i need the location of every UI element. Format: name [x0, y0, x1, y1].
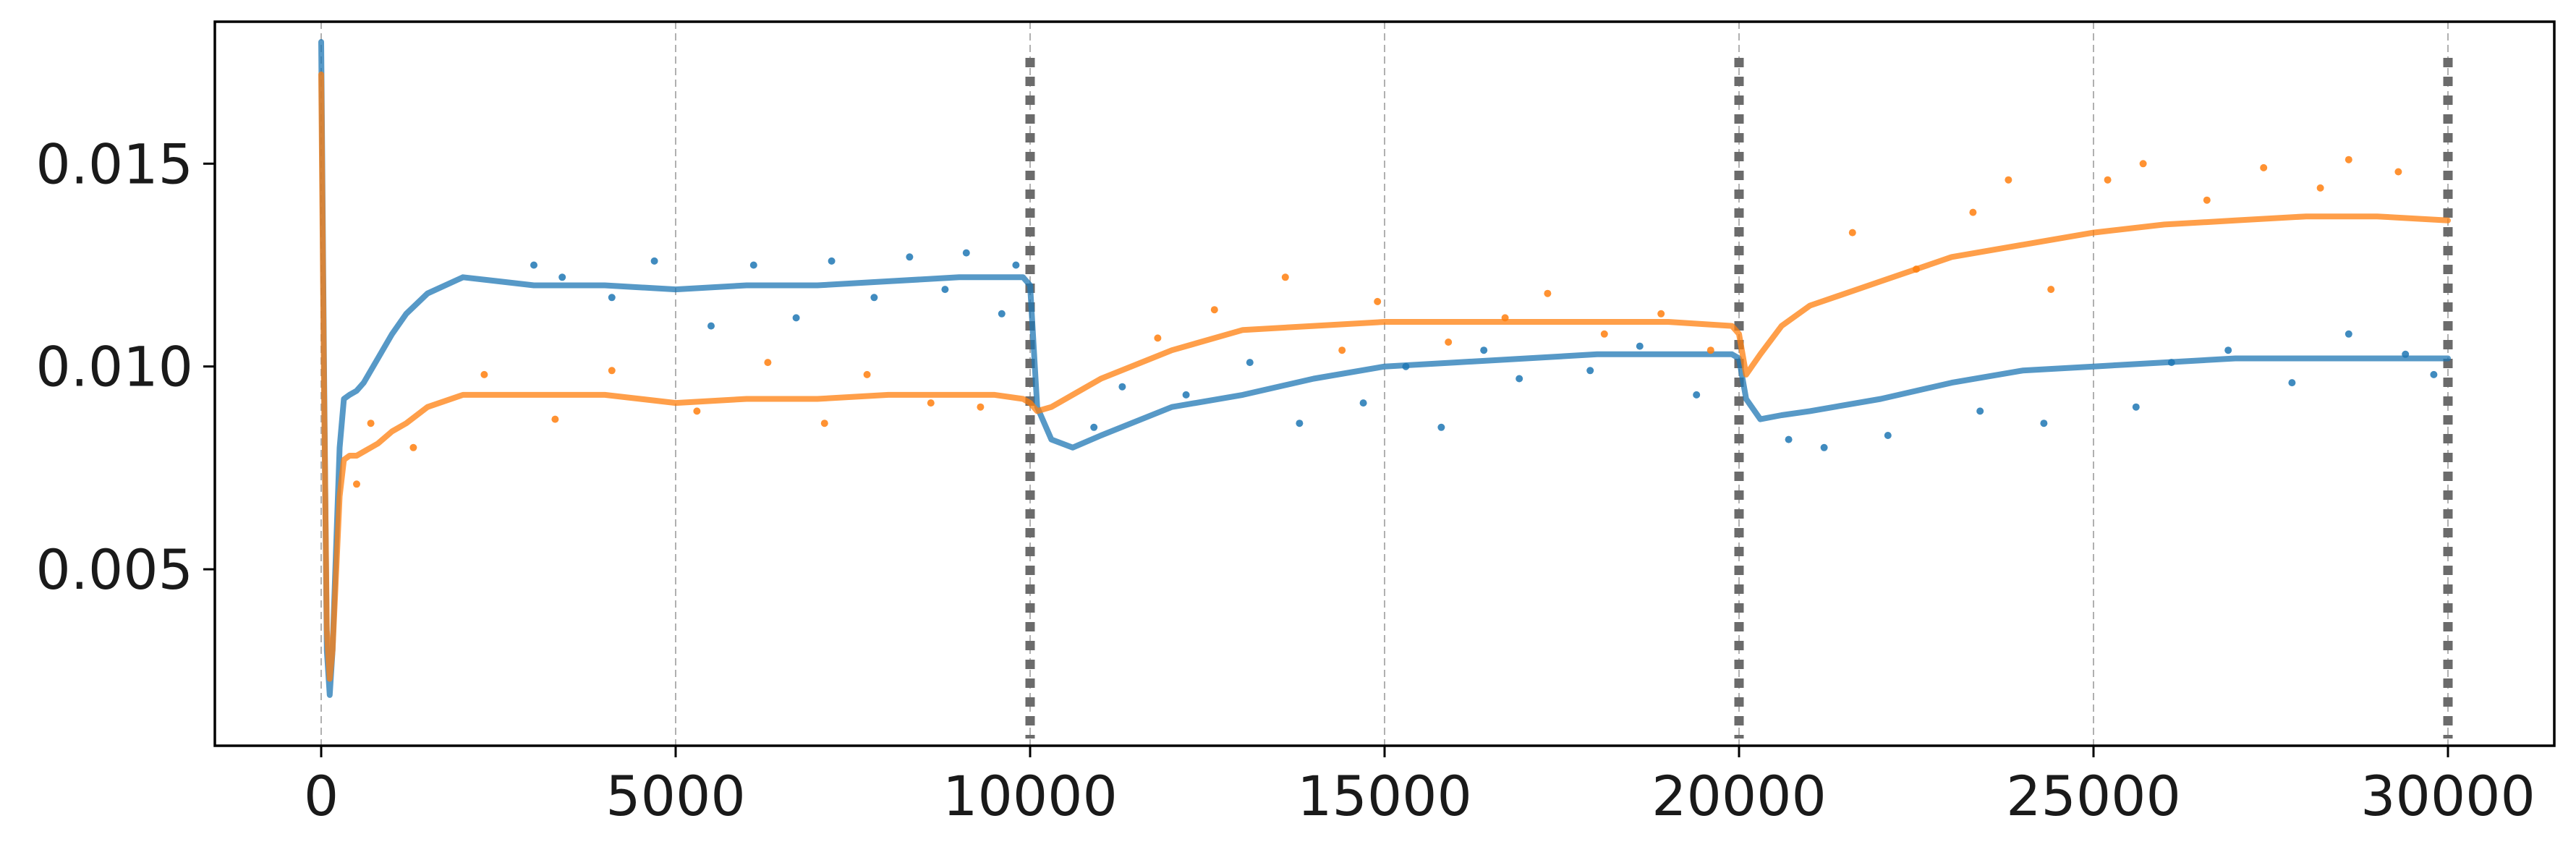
scatter-point-1-30 — [1976, 407, 1984, 415]
scatter-point-1-14 — [1090, 423, 1098, 431]
scatter-point-1-16 — [1182, 391, 1190, 399]
scatter-point-1-24 — [1586, 367, 1594, 375]
scatter-point-2-1 — [367, 420, 375, 427]
x-tick-label-15000: 15000 — [1297, 764, 1472, 828]
scatter-point-2-4 — [551, 415, 559, 423]
scatter-point-1-13 — [1012, 261, 1020, 269]
scatter-point-1-18 — [1296, 420, 1304, 427]
x-tick-label-20000: 20000 — [1652, 764, 1827, 828]
series-line-1 — [318, 39, 2451, 698]
scatter-point-1-4 — [707, 322, 715, 330]
scatter-point-1-19 — [1359, 399, 1367, 407]
scatter-point-1-37 — [2402, 350, 2410, 358]
scatter-point-2-12 — [1154, 334, 1162, 342]
scatter-point-1-2 — [608, 294, 616, 302]
scatter-point-1-25 — [1636, 342, 1644, 350]
scatter-point-2-3 — [480, 370, 488, 378]
x-tick-label-10000: 10000 — [943, 764, 1118, 828]
scatter-point-1-8 — [870, 294, 878, 302]
grid-layer — [320, 22, 2449, 746]
scatter-point-2-14 — [1281, 273, 1289, 281]
scatter-point-2-26 — [2005, 176, 2012, 184]
scatter-point-2-8 — [820, 420, 828, 427]
scatter-point-2-34 — [2394, 168, 2402, 176]
scatter-point-2-11 — [977, 403, 985, 411]
scatter-point-1-3 — [650, 257, 658, 265]
scatter-point-2-29 — [2139, 160, 2147, 168]
scatter-point-2-7 — [764, 359, 772, 367]
scatter-point-1-5 — [749, 261, 757, 269]
scatter-point-1-34 — [2224, 346, 2232, 354]
scatter-point-1-12 — [998, 310, 1006, 318]
scatter-point-1-32 — [2132, 403, 2140, 411]
scatter-point-1-35 — [2288, 379, 2296, 387]
y-tick-label-0.010: 0.010 — [35, 335, 193, 399]
scatter-point-2-19 — [1544, 289, 1552, 297]
scatter-point-2-21 — [1657, 310, 1665, 318]
scatter-point-2-20 — [1600, 330, 1608, 338]
scatter-point-2-31 — [2260, 163, 2268, 171]
scatter-point-2-15 — [1338, 346, 1346, 354]
scatter-point-1-27 — [1785, 435, 1793, 443]
scatter-point-1-36 — [2345, 330, 2352, 338]
scatter-point-1-33 — [2167, 359, 2175, 367]
scatter-point-2-0 — [353, 480, 360, 488]
scatter-point-1-9 — [906, 253, 914, 261]
x-tick-label-5000: 5000 — [605, 764, 745, 828]
scatter-point-1-23 — [1516, 375, 1523, 383]
scatter-point-2-27 — [2047, 286, 2055, 294]
scatter-point-1-20 — [1402, 362, 1410, 370]
scatter-layer — [353, 156, 2438, 488]
series-line-2 — [318, 71, 2451, 682]
scatter-point-2-2 — [409, 443, 417, 451]
scatter-point-1-0 — [530, 261, 537, 269]
scatter-point-1-26 — [1693, 391, 1701, 399]
scatter-point-1-38 — [2430, 370, 2438, 378]
x-tick-label-30000: 30000 — [2360, 764, 2535, 828]
x-tick-label-0: 0 — [304, 764, 339, 828]
series-layer — [318, 39, 2451, 698]
scatter-point-2-5 — [608, 367, 616, 375]
scatter-point-2-17 — [1445, 339, 1453, 346]
scatter-point-1-21 — [1437, 423, 1445, 431]
scatter-point-2-28 — [2104, 176, 2112, 184]
scatter-point-1-17 — [1246, 359, 1254, 367]
scatter-point-2-18 — [1501, 314, 1509, 322]
scatter-point-2-9 — [863, 370, 871, 378]
scatter-point-2-25 — [1969, 208, 1977, 216]
scatter-point-2-16 — [1374, 297, 1382, 305]
scatter-point-1-7 — [828, 257, 836, 265]
scatter-point-2-24 — [1913, 265, 1920, 273]
scatter-point-1-10 — [941, 286, 949, 294]
scatter-point-2-13 — [1210, 306, 1218, 314]
x-axis: 0 5000 10000 15000 20000 25000 30000 — [304, 746, 2535, 828]
scatter-point-2-30 — [2203, 196, 2211, 204]
scatter-point-1-29 — [1884, 432, 1892, 439]
scatter-point-2-6 — [693, 407, 701, 415]
scatter-point-1-1 — [558, 273, 566, 281]
scatter-point-2-23 — [1848, 229, 1856, 237]
scatter-point-2-33 — [2345, 156, 2352, 163]
scatter-point-2-22 — [1706, 346, 1714, 354]
scatter-point-2-32 — [2316, 184, 2324, 192]
scatter-point-1-11 — [962, 249, 970, 257]
task-boundary-layer — [1025, 58, 2453, 739]
y-axis: 0.005 0.010 0.015 — [35, 132, 215, 602]
scatter-point-1-31 — [2040, 420, 2048, 427]
y-tick-label-0.015: 0.015 — [35, 132, 193, 196]
scatter-point-2-10 — [927, 399, 935, 407]
y-tick-label-0.005: 0.005 — [35, 537, 193, 602]
x-tick-label-25000: 25000 — [2006, 764, 2181, 828]
scatter-point-1-28 — [1820, 443, 1828, 451]
scatter-point-1-15 — [1118, 383, 1126, 391]
scatter-point-1-6 — [792, 314, 800, 322]
scatter-point-1-22 — [1480, 346, 1488, 354]
